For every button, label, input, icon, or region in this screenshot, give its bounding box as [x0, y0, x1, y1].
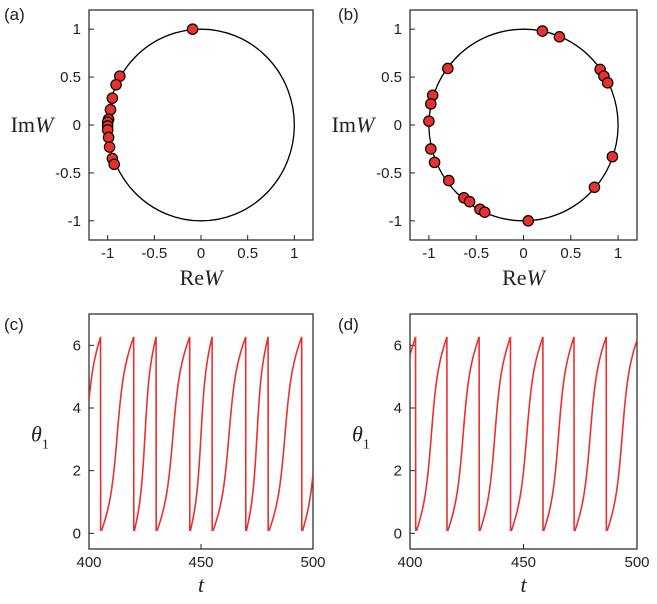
x-tick-label: 400 — [397, 554, 422, 571]
data-point — [442, 62, 454, 75]
panel-label-b: (b) — [338, 5, 359, 24]
x-tick-label: 0 — [519, 245, 527, 262]
y-tick-label: 2 — [73, 463, 81, 480]
data-point — [425, 98, 437, 110]
x-tick-label: -1 — [101, 245, 114, 262]
x-axis-label-main: Re — [502, 265, 526, 290]
y-tick-label: 4 — [394, 400, 402, 417]
y-axis-label-main: θ — [352, 421, 363, 446]
y-tick-label: 0 — [73, 117, 81, 134]
y-tick-label: 0.5 — [60, 69, 81, 86]
y-tick-label: 6 — [394, 337, 402, 354]
data-point — [428, 156, 441, 169]
x-axis-label: ReW — [502, 265, 546, 290]
phase-series-line — [410, 336, 637, 531]
data-point — [536, 25, 549, 37]
data-point — [553, 31, 566, 43]
data-point — [186, 23, 199, 35]
data-point — [522, 215, 535, 227]
y-tick-label: 6 — [73, 337, 81, 354]
x-tick-label: 500 — [300, 554, 325, 571]
panel-d: (d) 400 450 500 0 2 4 6 t θ1 — [338, 313, 650, 597]
x-tick-label: 450 — [188, 554, 213, 571]
x-tick-label: 500 — [624, 554, 649, 571]
x-tick-label: -1 — [422, 245, 435, 262]
y-axis-label: ImW — [11, 112, 55, 137]
y-tick-label: -1 — [389, 213, 402, 230]
y-tick-label: 0.5 — [381, 69, 402, 86]
data-point — [601, 77, 614, 89]
x-axis-label-var: W — [204, 265, 224, 290]
data-point — [106, 92, 119, 104]
y-tick-label: -0.5 — [376, 165, 402, 182]
y-axis-label-main: Im — [11, 112, 35, 137]
y-axis-label-sub: 1 — [363, 437, 370, 452]
y-axis-label-var: W — [35, 112, 55, 137]
y-axis-label: θ1 — [352, 421, 370, 452]
y-tick-label: 0 — [73, 525, 81, 542]
y-tick-label: 2 — [394, 463, 402, 480]
data-point — [463, 195, 476, 208]
panel-label-c: (c) — [4, 315, 24, 334]
y-axis-label: ImW — [332, 112, 376, 137]
x-tick-label: 0.5 — [560, 245, 581, 262]
y-tick-label: 1 — [73, 21, 81, 38]
x-axis-label-var: W — [527, 265, 547, 290]
x-tick-label: 400 — [76, 554, 101, 571]
data-point — [104, 103, 117, 116]
x-axis-label: t — [520, 572, 527, 597]
y-tick-label: -0.5 — [55, 165, 81, 182]
data-point — [588, 181, 601, 194]
x-tick-label: 0 — [197, 245, 205, 262]
x-axis-label: t — [198, 572, 205, 597]
y-tick-label: 0 — [394, 117, 402, 134]
x-tick-label: 450 — [511, 554, 536, 571]
y-axis-label-var: W — [356, 112, 376, 137]
phase-series-line — [89, 336, 313, 531]
data-point — [606, 150, 619, 163]
x-tick-label: 1 — [614, 245, 622, 262]
data-point — [102, 131, 115, 144]
y-axis-label-main: θ — [31, 421, 42, 446]
x-tick-label: -0.5 — [463, 245, 489, 262]
x-axis-label-main: Re — [180, 265, 204, 290]
plot-frame — [88, 9, 314, 241]
unit-circle — [107, 28, 295, 222]
y-axis-label: θ1 — [31, 421, 49, 452]
x-tick-label: 1 — [290, 245, 298, 262]
panel-label-a: (a) — [4, 5, 25, 24]
x-axis-label: ReW — [180, 265, 224, 290]
y-axis-label-sub: 1 — [42, 437, 49, 452]
x-tick-label: -0.5 — [141, 245, 167, 262]
y-tick-label: -1 — [68, 213, 81, 230]
data-point — [478, 206, 491, 219]
plot-frame — [409, 9, 638, 241]
panel-c: (c) 400 450 500 0 2 4 6 t θ1 — [4, 313, 326, 597]
data-point — [110, 78, 122, 91]
y-axis-label-main: Im — [332, 112, 356, 137]
data-point — [425, 143, 437, 155]
data-point — [103, 141, 116, 153]
y-tick-label: 0 — [394, 525, 402, 542]
panel-label-d: (d) — [338, 315, 359, 334]
y-tick-label: 1 — [394, 21, 402, 38]
data-point — [423, 115, 435, 127]
y-tick-label: 4 — [73, 400, 81, 417]
x-tick-label: 0.5 — [237, 245, 258, 262]
data-point — [442, 174, 455, 187]
data-point — [108, 158, 120, 171]
unit-circle — [428, 28, 619, 222]
